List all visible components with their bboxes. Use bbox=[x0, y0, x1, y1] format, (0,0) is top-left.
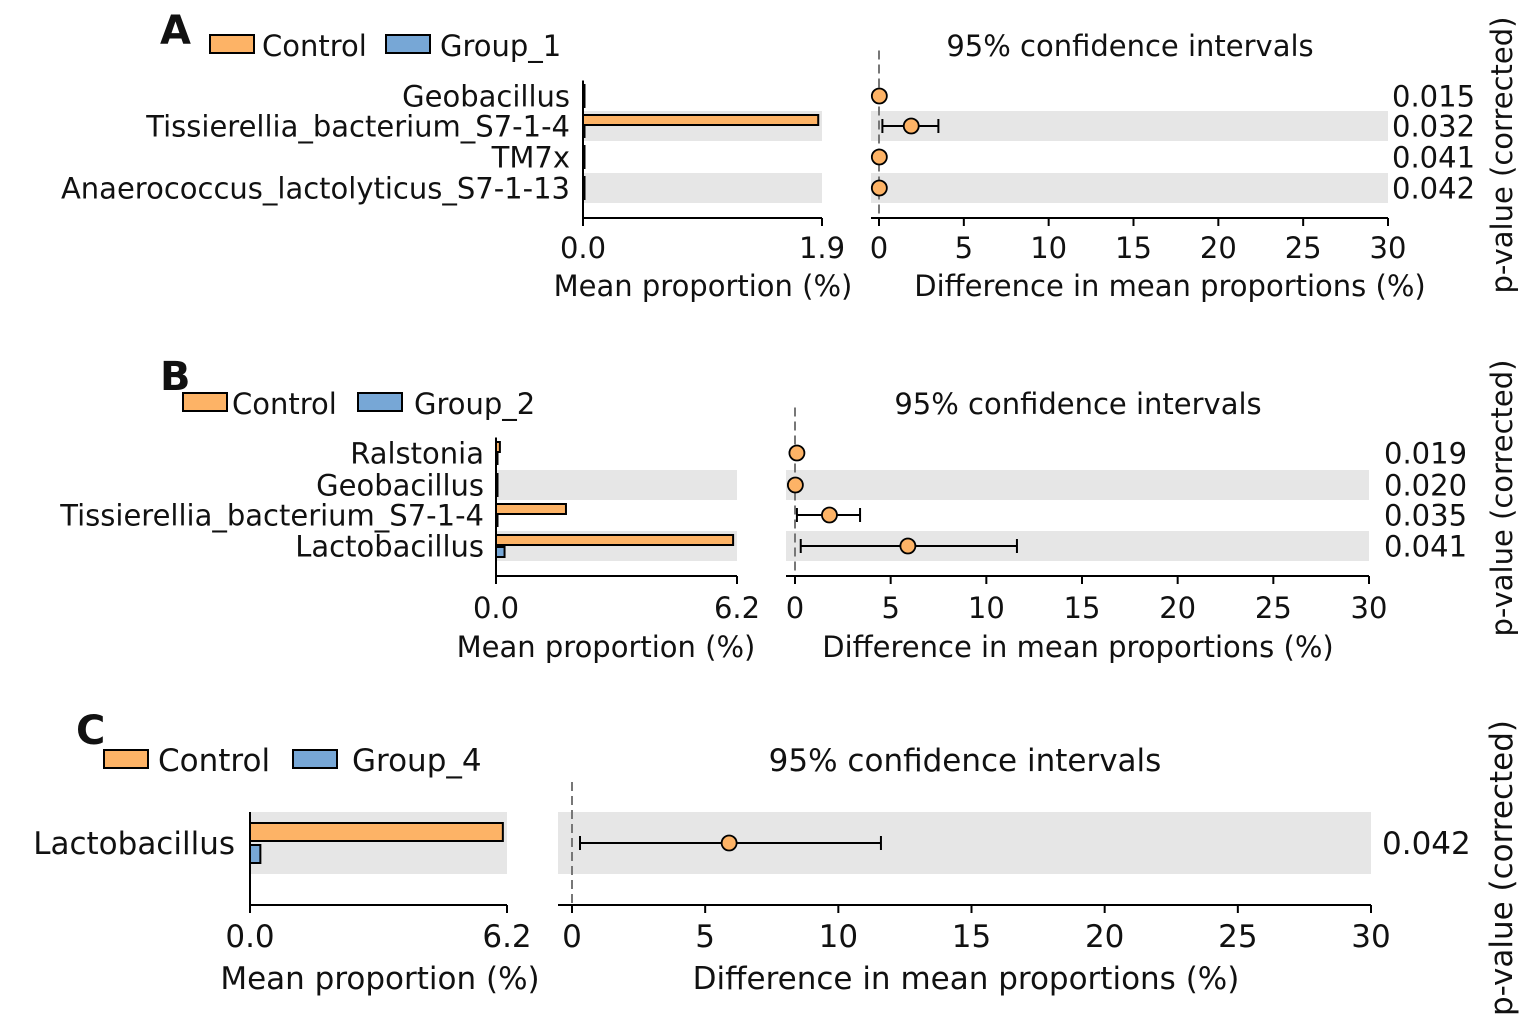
ci-tick-label: 25 bbox=[1255, 591, 1292, 625]
panel-label: C bbox=[76, 708, 105, 754]
bar-group bbox=[249, 844, 262, 864]
category-label: Ralstonia bbox=[350, 436, 484, 470]
ci-tick-label: 30 bbox=[1370, 231, 1407, 265]
row-band-ci bbox=[871, 111, 1388, 141]
p-value: 0.020 bbox=[1384, 468, 1467, 502]
p-value: 0.019 bbox=[1384, 436, 1467, 470]
bar-tick-label: 0.0 bbox=[560, 231, 606, 265]
row-band-bars bbox=[583, 173, 822, 203]
p-value-axis-label: p-value (corrected) bbox=[1485, 360, 1519, 637]
ci-tick-label: 5 bbox=[881, 591, 899, 625]
ci-tick-label: 0 bbox=[786, 591, 804, 625]
p-value: 0.041 bbox=[1392, 140, 1475, 174]
ci-point bbox=[821, 506, 838, 524]
legend-label-group: Group_4 bbox=[352, 743, 482, 779]
legend-swatch-group bbox=[385, 34, 431, 54]
legend-label-group: Group_2 bbox=[414, 387, 535, 421]
ci-point bbox=[720, 834, 738, 852]
legend-swatch-group bbox=[292, 749, 338, 769]
p-value: 0.042 bbox=[1382, 826, 1471, 862]
bar-control bbox=[495, 503, 567, 515]
legend-swatch-control bbox=[103, 749, 149, 769]
row-band-ci bbox=[871, 173, 1388, 203]
legend-label-control: Control bbox=[158, 743, 270, 779]
ci-tick-label: 15 bbox=[1115, 231, 1152, 265]
ci-x-label: Difference in mean proportions (%) bbox=[693, 961, 1240, 997]
p-value: 0.015 bbox=[1392, 79, 1475, 113]
ci-tick-label: 10 bbox=[1030, 231, 1067, 265]
ci-point bbox=[870, 148, 888, 166]
ci-tick-label: 30 bbox=[1351, 591, 1388, 625]
ci-tick-label: 0 bbox=[870, 231, 888, 265]
ci-tick-label: 30 bbox=[1351, 919, 1390, 955]
ci-title: 95% confidence intervals bbox=[894, 387, 1261, 421]
bar-x-label: Mean proportion (%) bbox=[457, 630, 756, 664]
legend-label-control: Control bbox=[232, 387, 337, 421]
ci-tick-label: 10 bbox=[819, 919, 858, 955]
legend-swatch-group bbox=[357, 392, 403, 412]
p-value: 0.032 bbox=[1392, 109, 1475, 143]
row-band-bars bbox=[496, 470, 737, 500]
p-value-axis-label: p-value (corrected) bbox=[1485, 17, 1519, 294]
ci-tick-label: 25 bbox=[1218, 919, 1257, 955]
p-value: 0.035 bbox=[1384, 498, 1467, 532]
bar-x-label: Mean proportion (%) bbox=[554, 269, 853, 303]
ci-point bbox=[788, 444, 806, 462]
ci-tick-label: 25 bbox=[1285, 231, 1322, 265]
category-label: Geobacillus bbox=[316, 468, 484, 502]
bar-tick-label: 1.9 bbox=[799, 231, 845, 265]
ci-tick-label: 20 bbox=[1085, 919, 1124, 955]
legend-label-group: Group_1 bbox=[440, 29, 561, 63]
ci-point bbox=[870, 179, 888, 197]
category-label: Tissierellia_bacterium_S7-1-4 bbox=[145, 109, 570, 143]
bar-control bbox=[249, 822, 504, 842]
p-value: 0.042 bbox=[1392, 171, 1475, 205]
category-label: Geobacillus bbox=[402, 79, 570, 113]
bar-tick-label: 0.0 bbox=[225, 919, 274, 955]
ci-tick-label: 10 bbox=[968, 591, 1005, 625]
ci-point bbox=[870, 87, 888, 105]
category-label: Lactobacillus bbox=[33, 826, 235, 862]
ci-point bbox=[902, 117, 920, 135]
bar-tick-label: 0.0 bbox=[473, 591, 519, 625]
bar-group bbox=[495, 546, 506, 558]
ci-tick-label: 5 bbox=[695, 919, 715, 955]
category-label: Lactobacillus bbox=[295, 529, 484, 563]
ci-tick-label: 15 bbox=[1064, 591, 1101, 625]
ci-x-label: Difference in mean proportions (%) bbox=[822, 630, 1333, 664]
p-value: 0.041 bbox=[1384, 529, 1467, 563]
bar-tick-label: 6.2 bbox=[482, 919, 531, 955]
category-label: Anaerococcus_lactolyticus_S7-1-13 bbox=[61, 171, 570, 205]
ci-point bbox=[899, 537, 917, 555]
bar-control bbox=[495, 534, 735, 546]
ci-tick-label: 20 bbox=[1159, 591, 1196, 625]
panel-label: A bbox=[160, 8, 191, 54]
row-band-ci bbox=[786, 470, 1369, 500]
bar-x-label: Mean proportion (%) bbox=[220, 961, 539, 997]
legend-label-control: Control bbox=[262, 29, 367, 63]
category-label: Tissierellia_bacterium_S7-1-4 bbox=[59, 498, 484, 532]
category-label: TM7x bbox=[491, 140, 570, 174]
ci-x-label: Difference in mean proportions (%) bbox=[914, 269, 1425, 303]
ci-tick-label: 0 bbox=[562, 919, 582, 955]
ci-tick-label: 5 bbox=[955, 231, 973, 265]
ci-title: 95% confidence intervals bbox=[769, 743, 1162, 779]
p-value-axis-label: p-value (corrected) bbox=[1484, 720, 1520, 1016]
ci-tick-label: 15 bbox=[952, 919, 991, 955]
row-band-bars bbox=[250, 812, 507, 874]
ci-point bbox=[786, 476, 804, 494]
ci-tick-label: 20 bbox=[1200, 231, 1237, 265]
bar-tick-label: 6.2 bbox=[714, 591, 760, 625]
legend-swatch-control bbox=[182, 392, 228, 412]
ci-title: 95% confidence intervals bbox=[946, 29, 1313, 63]
legend-swatch-control bbox=[209, 34, 255, 54]
bar-control bbox=[582, 114, 820, 126]
